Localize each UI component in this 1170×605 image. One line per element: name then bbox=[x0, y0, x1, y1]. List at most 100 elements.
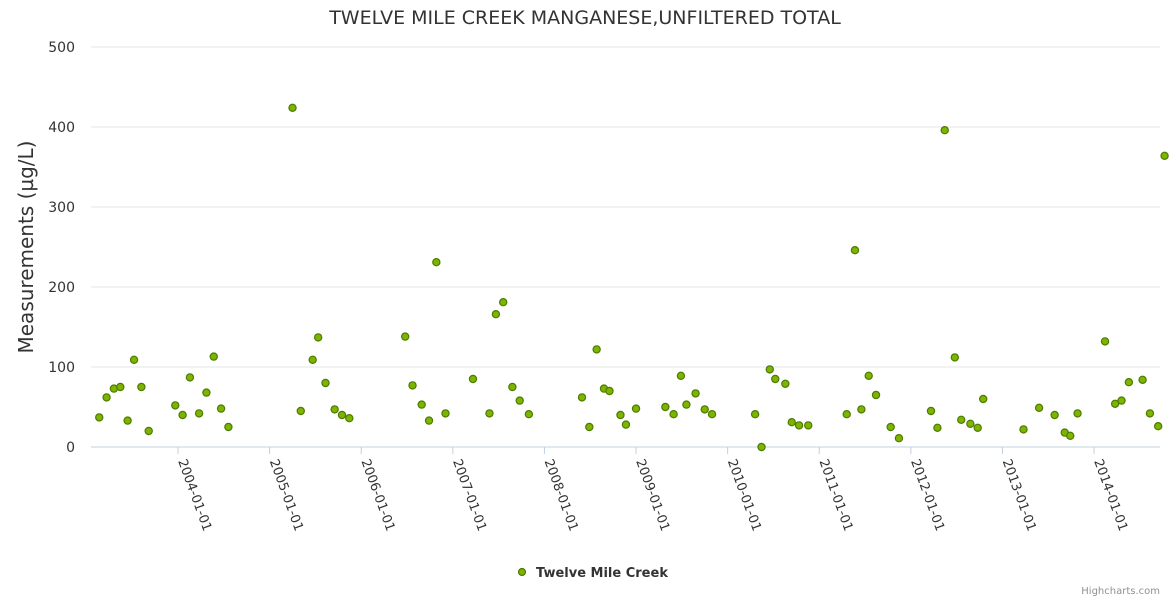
data-point-68[interactable] bbox=[933, 423, 942, 432]
data-point-33[interactable] bbox=[499, 298, 508, 307]
y-tick-label-500: 500 bbox=[48, 40, 75, 56]
data-point-53[interactable] bbox=[757, 442, 766, 452]
data-point-29[interactable] bbox=[441, 409, 450, 418]
data-point-37[interactable] bbox=[577, 393, 587, 402]
data-point-3[interactable] bbox=[116, 382, 125, 392]
data-point-75[interactable] bbox=[1019, 425, 1028, 434]
data-point-81[interactable] bbox=[1100, 337, 1110, 346]
data-point-57[interactable] bbox=[787, 418, 796, 427]
data-point-64[interactable] bbox=[871, 390, 881, 400]
x-tick-label-2005-01-01: 2005-01-01 bbox=[266, 457, 306, 533]
data-point-86[interactable] bbox=[1145, 409, 1155, 418]
credits-link[interactable]: Highcharts.com bbox=[1081, 586, 1160, 597]
data-point-41[interactable] bbox=[605, 386, 614, 396]
data-point-69[interactable] bbox=[940, 125, 949, 135]
data-point-17[interactable] bbox=[296, 406, 305, 416]
data-point-28[interactable] bbox=[432, 258, 441, 267]
data-point-73[interactable] bbox=[973, 423, 982, 432]
data-point-12[interactable] bbox=[202, 388, 211, 397]
data-point-67[interactable] bbox=[926, 406, 936, 416]
data-point-21[interactable] bbox=[330, 405, 339, 414]
data-point-61[interactable] bbox=[850, 245, 860, 255]
data-point-65[interactable] bbox=[886, 422, 895, 432]
data-point-70[interactable] bbox=[950, 353, 960, 362]
data-point-8[interactable] bbox=[171, 401, 180, 410]
data-point-14[interactable] bbox=[216, 404, 226, 413]
data-point-7[interactable] bbox=[144, 426, 153, 436]
data-point-9[interactable] bbox=[178, 410, 187, 420]
data-point-30[interactable] bbox=[468, 374, 478, 384]
data-point-32[interactable] bbox=[491, 310, 501, 319]
data-point-48[interactable] bbox=[682, 400, 691, 409]
data-point-42[interactable] bbox=[616, 410, 625, 420]
data-point-82[interactable] bbox=[1110, 399, 1120, 408]
data-point-77[interactable] bbox=[1050, 410, 1059, 420]
data-point-10[interactable] bbox=[185, 373, 195, 382]
data-point-5[interactable] bbox=[129, 355, 139, 364]
legend-item-twelve-mile-creek[interactable]: Twelve Mile Creek bbox=[536, 566, 668, 581]
data-point-62[interactable] bbox=[857, 405, 866, 414]
data-point-49[interactable] bbox=[691, 389, 700, 398]
data-point-31[interactable] bbox=[485, 409, 494, 418]
data-point-4[interactable] bbox=[123, 416, 132, 425]
data-point-88[interactable] bbox=[1160, 151, 1169, 160]
data-point-66[interactable] bbox=[894, 434, 904, 443]
data-points bbox=[95, 103, 1169, 452]
legend-marker-icon[interactable] bbox=[517, 567, 527, 577]
data-point-84[interactable] bbox=[1124, 378, 1134, 387]
data-point-45[interactable] bbox=[661, 402, 670, 412]
data-point-47[interactable] bbox=[676, 371, 686, 380]
x-tick-label-2010-01-01: 2010-01-01 bbox=[724, 457, 764, 533]
data-point-46[interactable] bbox=[669, 410, 678, 419]
data-point-56[interactable] bbox=[781, 379, 790, 388]
data-point-54[interactable] bbox=[765, 365, 774, 374]
data-point-71[interactable] bbox=[957, 415, 966, 424]
data-point-19[interactable] bbox=[313, 333, 323, 342]
data-point-36[interactable] bbox=[524, 410, 534, 419]
data-point-25[interactable] bbox=[408, 381, 417, 390]
data-point-51[interactable] bbox=[707, 410, 717, 419]
legend[interactable]: Twelve Mile Creek bbox=[517, 566, 669, 581]
data-point-79[interactable] bbox=[1066, 431, 1075, 440]
data-point-52[interactable] bbox=[750, 410, 760, 419]
y-tick-label-400: 400 bbox=[48, 120, 75, 136]
x-tick-label-2011-01-01: 2011-01-01 bbox=[815, 457, 855, 533]
data-point-58[interactable] bbox=[794, 421, 804, 430]
data-point-23[interactable] bbox=[345, 414, 354, 423]
data-point-55[interactable] bbox=[771, 374, 780, 384]
data-point-87[interactable] bbox=[1153, 422, 1163, 431]
data-point-0[interactable] bbox=[95, 413, 104, 422]
data-point-13[interactable] bbox=[209, 352, 218, 361]
data-point-26[interactable] bbox=[417, 400, 426, 409]
data-point-76[interactable] bbox=[1034, 403, 1044, 412]
data-point-34[interactable] bbox=[508, 382, 517, 392]
x-tick-label-2006-01-01: 2006-01-01 bbox=[357, 457, 397, 533]
data-point-16[interactable] bbox=[288, 103, 297, 113]
data-point-38[interactable] bbox=[585, 422, 594, 432]
data-point-27[interactable] bbox=[424, 416, 434, 425]
data-point-50[interactable] bbox=[700, 405, 709, 414]
data-point-18[interactable] bbox=[308, 355, 317, 364]
y-tick-label-100: 100 bbox=[48, 360, 75, 376]
data-point-59[interactable] bbox=[804, 421, 813, 430]
data-point-43[interactable] bbox=[621, 420, 631, 429]
data-point-24[interactable] bbox=[400, 332, 410, 341]
data-point-35[interactable] bbox=[515, 396, 524, 405]
data-point-44[interactable] bbox=[631, 404, 641, 413]
chart-title: TWELVE MILE CREEK MANGANESE,UNFILTERED T… bbox=[328, 7, 841, 29]
data-point-63[interactable] bbox=[864, 371, 873, 380]
data-point-22[interactable] bbox=[337, 410, 347, 420]
data-point-74[interactable] bbox=[979, 394, 988, 404]
data-point-60[interactable] bbox=[842, 410, 851, 419]
data-point-20[interactable] bbox=[321, 378, 330, 388]
data-point-6[interactable] bbox=[137, 382, 146, 392]
data-point-39[interactable] bbox=[592, 345, 601, 354]
y-axis-title: Measurements (µg/L) bbox=[14, 141, 38, 354]
data-point-72[interactable] bbox=[966, 419, 975, 428]
data-point-83[interactable] bbox=[1117, 396, 1126, 405]
data-point-85[interactable] bbox=[1138, 375, 1147, 384]
data-point-15[interactable] bbox=[224, 422, 233, 432]
data-point-1[interactable] bbox=[102, 393, 111, 402]
data-point-11[interactable] bbox=[194, 409, 204, 418]
data-point-80[interactable] bbox=[1073, 409, 1082, 418]
